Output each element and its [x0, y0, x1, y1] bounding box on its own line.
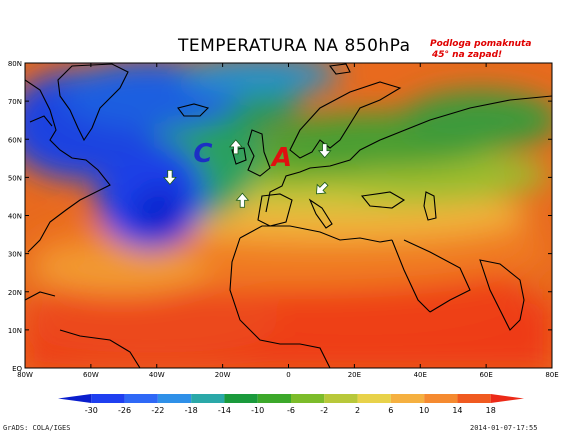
latitude-label: 60N — [8, 136, 22, 144]
latitude-label: EQ — [12, 365, 22, 373]
longitude-axis: 80W 60W 40W 20W 0 20E 40E 60E 80E — [17, 371, 559, 379]
wind-arrow-icon — [228, 139, 243, 155]
colorbar-label: -6 — [287, 406, 295, 415]
footer-credit: GrADS: COLA/IGES — [3, 424, 71, 432]
colorbar-segment — [291, 394, 325, 403]
anticyclone-marker: A — [270, 143, 292, 173]
colorbar-label: -26 — [118, 406, 131, 415]
latitude-label: 70N — [8, 98, 22, 106]
colorbar-segment — [424, 394, 458, 403]
latitude-label: 50N — [8, 174, 22, 182]
latitude-label: 40N — [8, 213, 22, 221]
colorbar-segment — [191, 394, 225, 403]
wind-arrow-icon — [316, 181, 329, 195]
longitude-label: 80W — [17, 371, 33, 379]
latitude-label: 10N — [8, 327, 22, 335]
colorbar-segment — [157, 394, 192, 403]
colorbar-label: -14 — [218, 406, 231, 415]
colorbar-segment — [257, 394, 291, 403]
longitude-label: 20E — [348, 371, 361, 379]
longitude-label: 60E — [479, 371, 492, 379]
map-note: Podloga pomaknuta 45° na zapad! — [430, 39, 531, 61]
longitude-label: 40W — [149, 371, 165, 379]
cyclone-marker: C — [193, 139, 212, 169]
colorbar-label: 18 — [486, 406, 496, 415]
colorbar-segment — [324, 394, 358, 403]
latitude-label: 80N — [8, 60, 22, 68]
latitude-axis: 80N 70N 60N 50N 40N 30N 20N 10N EQ — [8, 60, 23, 373]
note-line-1: Podloga pomaknuta — [430, 39, 532, 49]
colorbar: -30 -26 -22 -18 -14 -10 -6 -2 2 6 10 14 18 — [58, 394, 524, 415]
axis-ticks — [24, 62, 553, 369]
colorbar-segment — [357, 394, 391, 403]
footer-timestamp: 2014-01-07-17:55 — [470, 424, 538, 432]
longitude-label: 60W — [83, 371, 99, 379]
note-line-2: 45° na zapad! — [432, 50, 503, 60]
wind-arrow-icon — [317, 143, 332, 159]
wind-arrow-icon — [163, 169, 177, 185]
colorbar-label: -18 — [185, 406, 198, 415]
colorbar-segment — [390, 394, 425, 403]
colorbar-label: 10 — [419, 406, 429, 415]
longitude-label: 0 — [286, 371, 290, 379]
colorbar-segment — [224, 394, 258, 403]
colorbar-segment — [91, 394, 125, 403]
colorbar-label: 6 — [388, 406, 393, 415]
wind-arrow-icon — [235, 192, 250, 208]
longitude-label: 40E — [414, 371, 427, 379]
colorbar-segment — [490, 394, 524, 403]
colorbar-segment — [58, 394, 92, 403]
longitude-label: 80E — [545, 371, 558, 379]
coastlines — [25, 63, 552, 368]
latitude-label: 20N — [8, 289, 22, 297]
colorbar-label: 2 — [355, 406, 360, 415]
colorbar-label: -22 — [151, 406, 164, 415]
map-title: TEMPERATURA NA 850hPa — [178, 36, 411, 56]
colorbar-label: -2 — [320, 406, 328, 415]
latitude-label: 30N — [8, 251, 22, 259]
colorbar-segment — [124, 394, 158, 403]
colorbar-segment — [457, 394, 491, 403]
wind-arrows — [163, 139, 332, 208]
longitude-label: 20W — [215, 371, 231, 379]
temperature-field — [25, 63, 552, 368]
colorbar-label: -30 — [85, 406, 98, 415]
colorbar-label: 14 — [452, 406, 462, 415]
colorbar-label: -10 — [251, 406, 264, 415]
